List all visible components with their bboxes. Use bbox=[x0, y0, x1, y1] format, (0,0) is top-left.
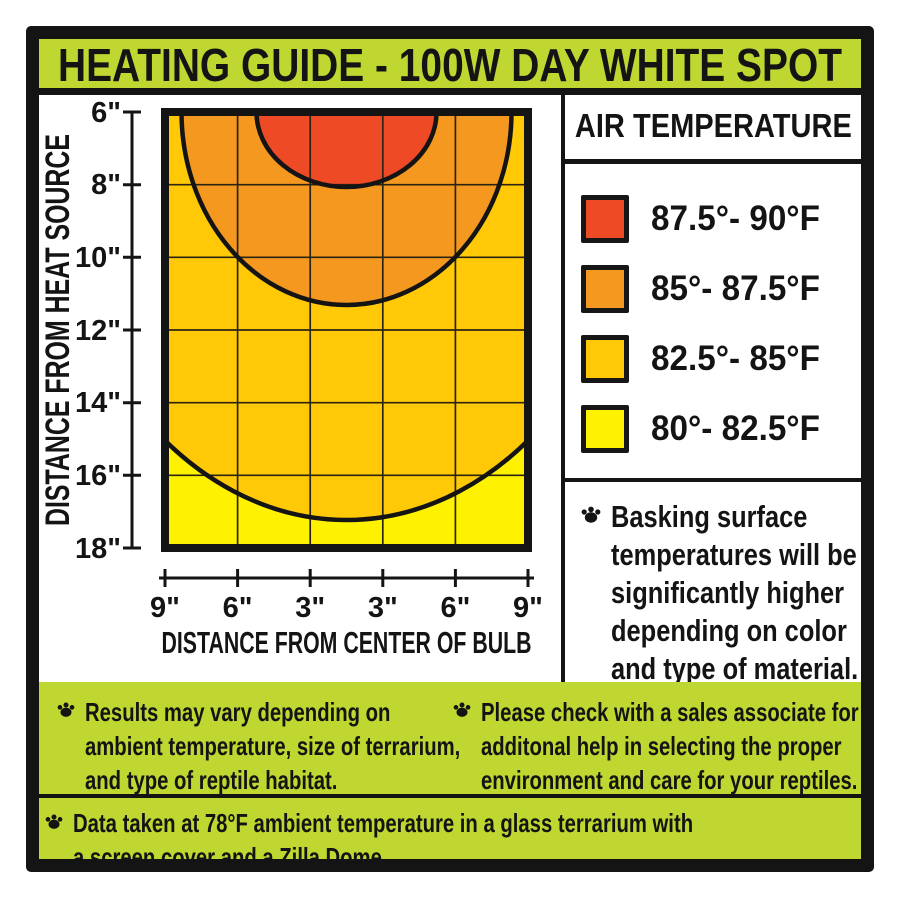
x-tick-n6: 6" bbox=[223, 592, 253, 624]
note-line: temperatures will be bbox=[611, 537, 857, 572]
data-note-text: Data taken at 78°F ambient temperature i… bbox=[73, 806, 693, 874]
results-note-text: Results may vary depending on ambient te… bbox=[85, 695, 460, 797]
title-bar: HEATING GUIDE - 100W DAY WHITE SPOT bbox=[38, 38, 862, 93]
swatch-yellow bbox=[581, 405, 629, 453]
y-tick-6: 6" bbox=[91, 97, 121, 129]
swatch-red bbox=[581, 195, 629, 243]
legend-range-label: 82.5°- 85°F bbox=[651, 339, 820, 378]
x-tick-n3: 3" bbox=[295, 592, 325, 624]
title-text-svg: HEATING GUIDE - 100W DAY WHITE SPOT bbox=[58, 39, 842, 91]
note-line: Results may vary depending on bbox=[85, 697, 391, 727]
note-line: Data taken at 78°F ambient temperature i… bbox=[73, 808, 694, 838]
paw-icon bbox=[45, 814, 63, 829]
y-tick-labels: 6" 8" 10" 12" 14" 16" 18" bbox=[75, 97, 121, 565]
x-tick-p3: 3" bbox=[368, 592, 398, 624]
y-tick-14: 14" bbox=[75, 387, 121, 419]
heat-chart-svg: 6" 8" 10" 12" 14" 16" 18" DISTANCE FROM … bbox=[39, 97, 543, 660]
plot-border bbox=[161, 108, 532, 552]
y-tick-12: 12" bbox=[75, 315, 121, 347]
legend-row: 80°- 82.5°F bbox=[581, 394, 862, 464]
legend-panel: AIR TEMPERATURE 87.5°- 90°F 85°- 87.5°F … bbox=[565, 93, 862, 686]
legend-range-label: 87.5°- 90°F bbox=[651, 199, 820, 238]
zone-87_5-90 bbox=[256, 112, 437, 187]
y-tick-10: 10" bbox=[75, 242, 121, 274]
x-axis bbox=[159, 569, 534, 587]
y-axis bbox=[123, 110, 141, 550]
note-line: significantly higher bbox=[611, 575, 845, 610]
footer-notes-band: Results may vary depending on ambient te… bbox=[33, 682, 867, 872]
legend-row: 87.5°- 90°F bbox=[581, 184, 862, 254]
note-line: Basking surface bbox=[611, 499, 808, 534]
footer-divider bbox=[33, 794, 867, 798]
note-line: ambient temperature, size of terrarium, bbox=[85, 731, 461, 761]
legend-title: AIR TEMPERATURE bbox=[575, 107, 852, 144]
x-tick-p6: 6" bbox=[440, 592, 470, 624]
y-tick-8: 8" bbox=[91, 169, 121, 201]
note-line: environment and care for your reptiles. bbox=[481, 765, 858, 795]
y-tick-16: 16" bbox=[75, 460, 121, 492]
results-note: Results may vary depending on ambient te… bbox=[57, 695, 460, 797]
sales-note-text: Please check with a sales associate for … bbox=[481, 695, 859, 797]
grid-lines bbox=[165, 112, 528, 548]
column-separator bbox=[561, 95, 565, 682]
note-line: a screen cover and a Zilla Dome. bbox=[73, 842, 388, 872]
x-tick-n9: 9" bbox=[150, 592, 180, 624]
legend-row: 82.5°- 85°F bbox=[581, 324, 862, 394]
note-line: Please check with a sales associate for bbox=[481, 697, 859, 727]
legend-header: AIR TEMPERATURE bbox=[565, 93, 862, 164]
title-underline bbox=[38, 88, 862, 95]
paw-icon bbox=[57, 702, 75, 717]
x-tick-p9: 9" bbox=[513, 592, 543, 624]
basking-note: Basking surface temperatures will be sig… bbox=[565, 482, 862, 688]
sales-note: Please check with a sales associate for … bbox=[453, 695, 900, 797]
paw-icon bbox=[581, 506, 601, 523]
note-line: additonal help in selecting the proper bbox=[481, 731, 842, 761]
legend-divider bbox=[565, 478, 862, 482]
legend-row: 85°- 87.5°F bbox=[581, 254, 862, 324]
x-axis-title: DISTANCE FROM CENTER OF BULB bbox=[162, 625, 532, 660]
paw-icon bbox=[453, 702, 471, 717]
swatch-gold bbox=[581, 335, 629, 383]
page-title: HEATING GUIDE - 100W DAY WHITE SPOT bbox=[58, 39, 842, 91]
y-axis-title: DISTANCE FROM HEAT SOURCE bbox=[39, 134, 77, 526]
legend-range-label: 85°- 87.5°F bbox=[651, 269, 820, 308]
footer-row-1: Results may vary depending on ambient te… bbox=[33, 682, 867, 797]
basking-note-text: Basking surface temperatures will be sig… bbox=[611, 498, 858, 688]
zone-outlines bbox=[165, 112, 528, 523]
legend-range-label: 80°- 82.5°F bbox=[651, 409, 820, 448]
heat-chart: 6" 8" 10" 12" 14" 16" 18" DISTANCE FROM … bbox=[33, 93, 561, 682]
note-line: and type of material. bbox=[611, 651, 859, 686]
note-line: and type of reptile habitat. bbox=[85, 765, 338, 795]
heat-zones bbox=[165, 112, 528, 548]
x-tick-labels: 9" 6" 3" 3" 6" 9" bbox=[150, 592, 543, 624]
legend-items: 87.5°- 90°F 85°- 87.5°F 82.5°- 85°F 80°-… bbox=[565, 164, 862, 464]
data-note: Data taken at 78°F ambient temperature i… bbox=[45, 806, 868, 874]
swatch-orange bbox=[581, 265, 629, 313]
y-tick-18: 18" bbox=[75, 533, 121, 565]
note-line: depending on color bbox=[611, 613, 847, 648]
